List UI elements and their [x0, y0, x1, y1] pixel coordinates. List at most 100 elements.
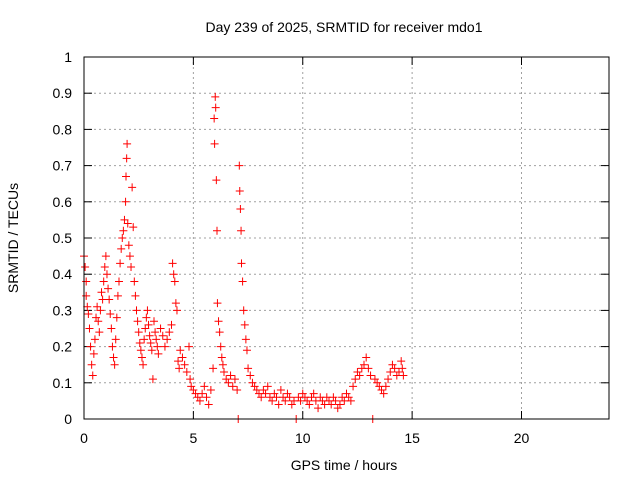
data-point	[224, 378, 233, 387]
data-point	[287, 400, 296, 409]
x-tick-label: 20	[514, 430, 530, 446]
data-point	[119, 226, 128, 235]
x-tick-label: 15	[404, 430, 420, 446]
data-point	[95, 328, 104, 337]
data-point	[171, 299, 180, 308]
data-point	[134, 328, 143, 337]
data-point	[84, 310, 93, 319]
y-tick-label: 0	[64, 411, 72, 427]
data-point	[238, 277, 247, 286]
data-point	[158, 331, 167, 340]
y-tick-label: 1	[64, 49, 72, 65]
data-point	[136, 346, 145, 355]
y-tick-label: 0.1	[53, 375, 73, 391]
data-point	[172, 306, 181, 315]
data-point	[107, 324, 116, 333]
data-point	[335, 400, 344, 409]
data-point	[82, 277, 91, 286]
data-point	[117, 244, 126, 253]
data-point	[362, 353, 371, 362]
data-point	[150, 317, 158, 326]
data-point	[353, 367, 362, 376]
data-point	[108, 342, 117, 351]
data-point	[377, 386, 386, 395]
data-point	[109, 353, 118, 362]
x-tick-label: 0	[80, 430, 88, 446]
data-point	[116, 259, 125, 268]
data-point	[147, 346, 156, 355]
data-point	[395, 367, 403, 376]
data-point	[209, 364, 218, 373]
data-point	[144, 320, 153, 329]
data-point	[146, 338, 155, 347]
data-point	[305, 400, 314, 409]
data-point	[220, 367, 228, 376]
data-point	[236, 205, 245, 214]
data-point	[115, 277, 123, 286]
y-axis-title: SRMTID / TECUs	[5, 183, 21, 293]
data-point	[100, 262, 109, 271]
data-point	[139, 360, 148, 369]
data-point	[169, 270, 178, 279]
grid	[84, 57, 609, 419]
data-point	[366, 371, 375, 380]
data-point	[235, 161, 244, 170]
data-point	[397, 357, 406, 366]
data-point	[85, 324, 94, 333]
data-point	[212, 176, 221, 185]
data-point	[180, 360, 189, 369]
data-point	[142, 313, 151, 322]
data-point	[381, 382, 390, 391]
data-point	[121, 197, 130, 206]
data-point	[88, 371, 97, 380]
data-point	[202, 393, 211, 402]
data-point	[276, 386, 285, 395]
data-point	[129, 223, 138, 232]
data-point	[131, 291, 140, 300]
y-tick-label: 0.7	[53, 158, 73, 174]
data-point	[112, 313, 121, 322]
data-point	[151, 328, 160, 337]
data-point	[210, 114, 219, 123]
plot-frame	[83, 56, 610, 420]
data-point	[165, 328, 174, 337]
data-point	[122, 154, 131, 163]
data-point	[213, 299, 222, 308]
data-point	[240, 320, 249, 329]
data-point	[370, 375, 379, 384]
data-point	[346, 396, 355, 405]
data-point	[81, 262, 90, 271]
data-point	[281, 396, 290, 405]
data-point	[96, 306, 105, 315]
data-point	[230, 375, 239, 384]
data-point	[331, 396, 340, 405]
data-point	[111, 335, 120, 344]
data-point	[143, 306, 152, 315]
data-point	[113, 291, 122, 300]
data-point	[270, 389, 279, 398]
data-point	[379, 389, 388, 398]
data-point	[214, 317, 223, 326]
data-point	[123, 139, 132, 148]
data-point	[189, 386, 198, 395]
data-point	[167, 320, 176, 329]
data-point	[263, 382, 272, 391]
data-point	[248, 378, 257, 387]
data-point	[211, 92, 220, 101]
data-point	[148, 375, 157, 384]
data-point	[106, 310, 115, 319]
data-point	[102, 270, 111, 279]
data-point	[128, 183, 137, 192]
data-point	[104, 284, 113, 293]
data-point	[187, 382, 196, 391]
data-point	[90, 335, 99, 344]
data-point	[93, 302, 102, 311]
data-point	[99, 277, 108, 286]
data-point	[176, 346, 185, 355]
data-point	[123, 219, 132, 228]
data-point	[210, 139, 219, 148]
data-point	[390, 364, 399, 373]
data-point	[399, 371, 408, 380]
y-tick-label: 0.3	[53, 302, 73, 318]
data-point	[329, 393, 338, 402]
